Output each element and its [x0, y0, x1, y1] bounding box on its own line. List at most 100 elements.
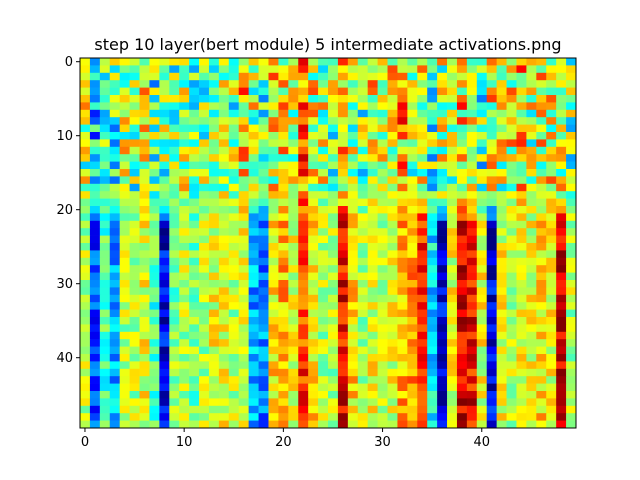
heatmap-cell [466, 294, 478, 303]
heatmap-cell [506, 95, 517, 103]
heatmap-cell [199, 339, 210, 347]
heatmap-cell [139, 139, 150, 148]
heatmap-cell [189, 398, 200, 407]
heatmap-cell [80, 257, 91, 266]
heatmap-cell [506, 191, 517, 199]
heatmap-cell [199, 228, 210, 236]
heatmap-cell [129, 183, 140, 192]
heatmap-cell [278, 287, 289, 296]
heatmap-cell [397, 124, 408, 133]
heatmap-cell [347, 383, 359, 392]
heatmap-cell [298, 294, 309, 303]
heatmap-cell [99, 317, 111, 325]
heatmap-cell [437, 220, 448, 229]
heatmap-cell [516, 198, 527, 207]
heatmap-cell [506, 265, 517, 273]
heatmap-cell [149, 339, 160, 347]
heatmap-cell [238, 346, 249, 355]
heatmap-cell [516, 161, 527, 170]
heatmap-cell [357, 117, 369, 125]
heatmap-cell [179, 95, 190, 103]
heatmap-cell [546, 354, 557, 362]
heatmap-cell [506, 272, 517, 281]
heatmap-cell [109, 257, 121, 266]
heatmap-cell [208, 398, 220, 407]
heatmap-cell [218, 169, 230, 177]
heatmap-cell [556, 124, 567, 133]
heatmap-cell [169, 257, 180, 266]
heatmap-cell [129, 95, 140, 103]
heatmap-cell [486, 87, 497, 96]
heatmap-cell [456, 302, 468, 310]
heatmap-cell [189, 339, 200, 347]
heatmap-cell [516, 146, 527, 155]
heatmap-cell [486, 109, 497, 118]
heatmap-cell [456, 220, 468, 229]
heatmap-cell [407, 235, 418, 244]
heatmap-cell [536, 265, 547, 273]
heatmap-cell [208, 117, 220, 125]
heatmap-cell [248, 72, 259, 81]
heatmap-cell [387, 109, 398, 118]
heatmap-cell [516, 235, 527, 244]
heatmap-cell [526, 213, 537, 222]
heatmap-cell [278, 413, 289, 421]
heatmap-cell [546, 124, 557, 133]
heatmap-cell [447, 361, 458, 370]
heatmap-cell [258, 161, 269, 170]
heatmap-cell [218, 139, 230, 148]
heatmap-cell [427, 420, 438, 429]
heatmap-cell [278, 257, 289, 266]
heatmap-cell [397, 376, 408, 384]
heatmap-cell [347, 198, 359, 207]
heatmap-cell [407, 183, 418, 192]
heatmap-cell [427, 58, 438, 66]
heatmap-cell [516, 191, 527, 199]
heatmap-cell [496, 169, 507, 177]
heatmap-cell [516, 361, 527, 370]
heatmap-cell [139, 235, 150, 244]
heatmap-cell [89, 391, 101, 399]
heatmap-cell [199, 346, 210, 355]
heatmap-cell [456, 265, 468, 273]
heatmap-cell [407, 317, 418, 325]
heatmap-cell [89, 124, 101, 133]
heatmap-cell [357, 80, 369, 88]
heatmap-cell [476, 368, 488, 377]
heatmap-cell [288, 58, 299, 66]
heatmap-cell [407, 58, 418, 66]
heatmap-cell [268, 405, 279, 414]
heatmap-cell [526, 250, 537, 259]
heatmap-cell [169, 183, 180, 192]
heatmap-cell [318, 154, 329, 162]
heatmap-cell [199, 405, 210, 414]
heatmap-cell [308, 280, 319, 288]
heatmap-cell [417, 368, 428, 377]
heatmap-cell [159, 87, 170, 96]
heatmap-cell [169, 346, 180, 355]
heatmap-cell [407, 287, 418, 296]
heatmap-cell [258, 294, 269, 303]
heatmap-cell [328, 405, 339, 414]
heatmap-cell [486, 250, 497, 259]
heatmap-cell [496, 391, 507, 399]
x-tick-label: 10 [176, 435, 193, 450]
heatmap-cell [496, 317, 507, 325]
heatmap-cell [337, 169, 349, 177]
heatmap-cell [337, 154, 349, 162]
heatmap-cell [466, 346, 478, 355]
heatmap-cell [328, 294, 339, 303]
heatmap-cell [357, 287, 369, 296]
heatmap-cell [536, 383, 547, 392]
heatmap-cell [357, 309, 369, 318]
heatmap-cell [308, 161, 319, 170]
heatmap-cell [407, 383, 418, 392]
heatmap-cell [238, 213, 249, 222]
heatmap-cell [80, 183, 91, 192]
heatmap-cell [99, 391, 111, 399]
heatmap-cell [99, 146, 111, 155]
heatmap-cell [546, 235, 557, 244]
heatmap-cell [556, 183, 567, 192]
heatmap-cell [129, 109, 140, 118]
heatmap-cell [377, 161, 388, 170]
